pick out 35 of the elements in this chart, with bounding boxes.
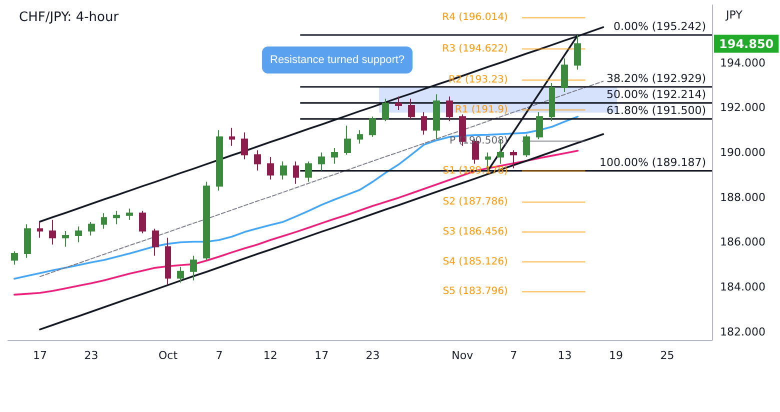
x-tick-label: 17 <box>33 349 47 362</box>
ref-line-label: 0.00% (195.242) <box>613 20 706 33</box>
x-tick-label: 17 <box>314 349 329 362</box>
ref-line-label: S4 (185.126) <box>442 256 508 268</box>
y-tick-label: 190.000 <box>720 146 766 160</box>
y-tick-label: 182.000 <box>720 325 766 338</box>
y-tick-label: 192.000 <box>720 101 766 114</box>
ref-line-label: 61.80% (191.500) <box>606 104 706 117</box>
ref-line-label: 38.20% (192.929) <box>606 72 706 85</box>
ref-line-label: 100.00% (189.187) <box>599 156 706 169</box>
y-tick-label: 186.000 <box>720 236 766 249</box>
ref-line-label: R1 (191.9) <box>454 104 508 116</box>
x-tick-label: 23 <box>366 349 380 362</box>
ref-line-label: S5 (183.796) <box>442 286 508 298</box>
y-tick-label: 188.000 <box>720 190 766 204</box>
y-tick-label: 194.000 <box>720 56 766 70</box>
x-tick-label: 7 <box>510 349 518 362</box>
ref-line-label: S3 (186.456) <box>442 226 508 238</box>
ref-line-label: 50.00% (192.214) <box>606 88 706 101</box>
ref-line-label: R3 (194.622) <box>442 43 508 54</box>
x-tick-label: 23 <box>84 349 98 362</box>
x-tick-label: 25 <box>660 349 674 362</box>
ref-line-label: S2 (187.786) <box>442 196 508 208</box>
y-axis-title: JPY <box>725 8 743 22</box>
annotation: Resistance turned support? <box>270 54 405 66</box>
x-tick-label: 13 <box>558 349 572 362</box>
x-tick-label: Oct <box>158 349 178 362</box>
x-tick-label: 12 <box>263 349 278 362</box>
x-tick-label: 7 <box>216 349 223 362</box>
chart-title: CHF/JPY: 4-hour <box>19 10 120 25</box>
y-tick-label: 184.000 <box>720 280 766 294</box>
x-tick-label: Nov <box>452 349 474 362</box>
ref-line-label: R4 (196.014) <box>442 12 508 24</box>
text: 194.850 <box>719 36 774 51</box>
x-tick-label: 19 <box>609 349 623 362</box>
